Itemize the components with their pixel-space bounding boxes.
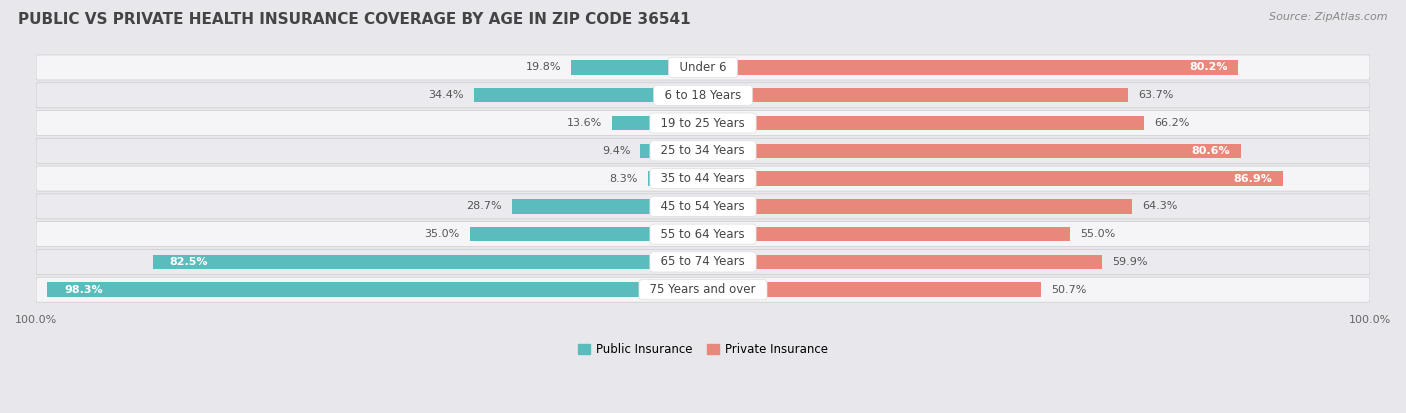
Text: Under 6: Under 6 [672,61,734,74]
Bar [571,60,703,75]
Text: 66.2%: 66.2% [1154,118,1189,128]
Bar [703,60,1237,75]
FancyBboxPatch shape [37,83,1369,108]
FancyBboxPatch shape [37,194,1369,219]
Bar [703,282,1040,297]
Text: 25 to 34 Years: 25 to 34 Years [654,144,752,157]
Bar [703,199,1132,214]
FancyBboxPatch shape [37,222,1369,247]
FancyBboxPatch shape [37,111,1369,135]
Text: 19 to 25 Years: 19 to 25 Years [654,116,752,130]
FancyBboxPatch shape [37,249,1369,274]
Text: 80.6%: 80.6% [1192,146,1230,156]
Text: 63.7%: 63.7% [1137,90,1173,100]
Bar [703,144,1240,158]
Text: 9.4%: 9.4% [602,146,630,156]
Bar [474,88,703,102]
FancyBboxPatch shape [37,277,1369,302]
Text: 59.9%: 59.9% [1112,257,1147,267]
Text: PUBLIC VS PRIVATE HEALTH INSURANCE COVERAGE BY AGE IN ZIP CODE 36541: PUBLIC VS PRIVATE HEALTH INSURANCE COVER… [18,12,690,27]
Bar [703,227,1070,241]
Text: Source: ZipAtlas.com: Source: ZipAtlas.com [1270,12,1388,22]
Text: 86.9%: 86.9% [1233,173,1272,184]
Bar [703,88,1128,102]
Text: 55.0%: 55.0% [1080,229,1115,239]
Text: 45 to 54 Years: 45 to 54 Years [654,200,752,213]
Legend: Public Insurance, Private Insurance: Public Insurance, Private Insurance [574,338,832,361]
Bar [640,144,703,158]
Bar [470,227,703,241]
Bar [48,282,703,297]
Text: 35.0%: 35.0% [425,229,460,239]
Text: 19.8%: 19.8% [526,62,561,73]
Bar [703,171,1282,186]
Bar [512,199,703,214]
Text: 34.4%: 34.4% [427,90,464,100]
Text: 80.2%: 80.2% [1189,62,1227,73]
Text: 35 to 44 Years: 35 to 44 Years [654,172,752,185]
FancyBboxPatch shape [37,138,1369,163]
FancyBboxPatch shape [37,166,1369,191]
Bar [648,171,703,186]
FancyBboxPatch shape [37,55,1369,80]
Text: 65 to 74 Years: 65 to 74 Years [654,255,752,268]
Bar [703,116,1144,130]
Text: 98.3%: 98.3% [65,285,103,295]
Text: 13.6%: 13.6% [567,118,602,128]
Text: 75 Years and over: 75 Years and over [643,283,763,296]
Text: 50.7%: 50.7% [1052,285,1087,295]
Text: 6 to 18 Years: 6 to 18 Years [657,89,749,102]
Bar [153,255,703,269]
Text: 28.7%: 28.7% [465,202,502,211]
Bar [703,255,1102,269]
Text: 82.5%: 82.5% [170,257,208,267]
Bar [612,116,703,130]
Text: 64.3%: 64.3% [1142,202,1177,211]
Text: 55 to 64 Years: 55 to 64 Years [654,228,752,241]
Text: 8.3%: 8.3% [609,173,638,184]
